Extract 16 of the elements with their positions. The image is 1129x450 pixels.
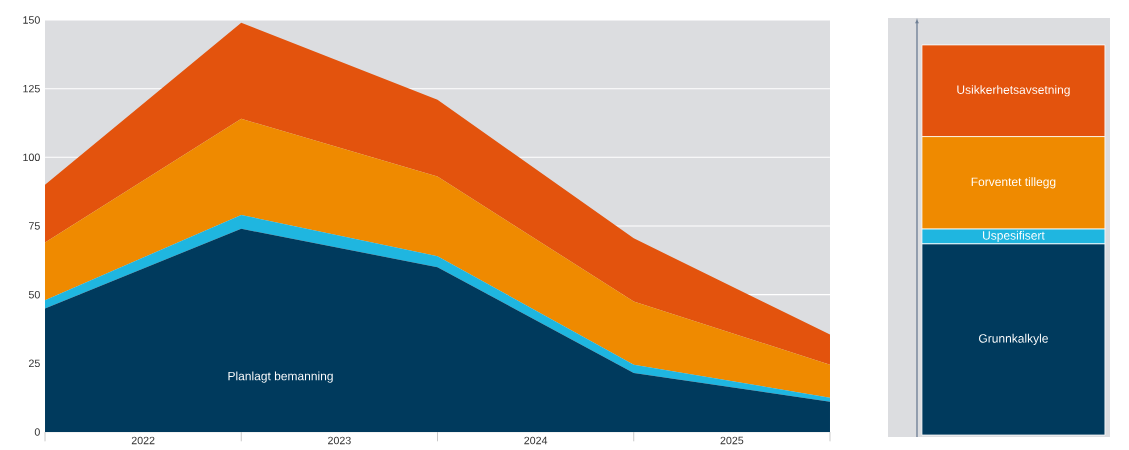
series-label: Usikkerhetsavsetning	[957, 85, 1070, 97]
series-label: Forventet tillegg	[971, 177, 1056, 189]
series-label: Grunnkalkyle	[979, 333, 1048, 346]
series-label: Uspesifisert	[983, 230, 1045, 243]
x-tick-label: 2025	[720, 436, 744, 445]
x-tick-label: 2022	[131, 436, 155, 445]
x-tick-label: 2023	[328, 436, 351, 445]
y-tick-label: 75	[28, 222, 40, 230]
x-tick-label: 2024	[524, 436, 548, 445]
y-tick-label: 100	[23, 153, 40, 162]
y-tick-label: 150	[23, 16, 40, 24]
y-tick-label: 0	[34, 428, 40, 436]
y-tick-label: 25	[28, 359, 40, 368]
y-tick-label: 50	[28, 290, 40, 299]
y-tick-label: 125	[23, 84, 40, 93]
series-label: Planlagt bemanning	[228, 371, 333, 383]
